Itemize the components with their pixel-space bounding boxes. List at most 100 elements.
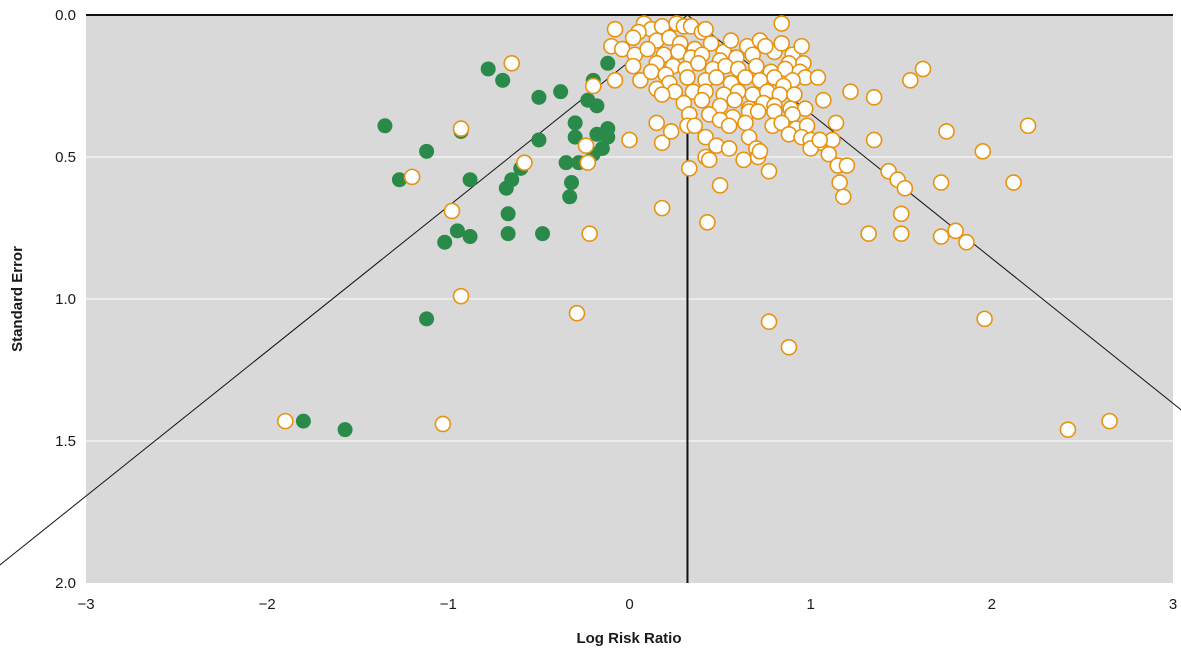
- filled-study-point-32: [449, 223, 465, 239]
- open-study-point-28: [639, 40, 656, 58]
- filled-study-point-1: [419, 143, 435, 159]
- open-study-point-147: [834, 188, 852, 206]
- filled-study-point-31: [462, 229, 478, 245]
- open-study-point-96: [842, 83, 859, 100]
- y-tick-labels: 0.0 0.5 1.0 1.5 2.0: [55, 7, 76, 592]
- open-study-point-139: [579, 154, 597, 171]
- open-study-point-135: [938, 123, 955, 140]
- open-study-point-140: [516, 154, 533, 171]
- open-study-point-157: [892, 205, 910, 223]
- open-study-point-95: [584, 77, 602, 95]
- filled-study-point-26: [500, 206, 516, 222]
- filled-study-point-11: [567, 115, 583, 131]
- open-study-point-55: [632, 72, 649, 89]
- y-tick-label-1: 0.5: [55, 149, 76, 166]
- filled-study-point-34: [419, 311, 435, 327]
- open-study-point-141: [452, 120, 470, 137]
- x-tick-label-1: −2: [259, 596, 276, 613]
- y-tick-label-2: 1.0: [55, 291, 76, 308]
- filled-study-point-33: [437, 234, 453, 250]
- filled-study-point-5: [531, 89, 547, 105]
- open-study-point-102: [686, 117, 704, 135]
- open-study-point-158: [892, 225, 910, 242]
- open-study-point-77: [653, 86, 671, 103]
- filled-study-point-16: [600, 129, 616, 145]
- x-tick-label-0: −3: [77, 596, 94, 613]
- open-study-point-43: [690, 54, 707, 72]
- y-tick-label-0: 0.0: [55, 7, 76, 24]
- open-study-point-171: [1101, 412, 1118, 430]
- open-study-point-163: [452, 287, 470, 305]
- open-study-point-131: [811, 131, 829, 149]
- filled-study-point-17: [531, 132, 547, 148]
- open-study-point-166: [780, 338, 798, 356]
- filled-study-point-2: [391, 172, 407, 188]
- open-study-point-54: [606, 72, 624, 89]
- open-study-point-97: [865, 89, 883, 106]
- open-study-point-11: [624, 29, 642, 47]
- open-study-point-172: [503, 54, 521, 72]
- open-study-point-114: [697, 128, 714, 146]
- open-study-point-159: [932, 228, 950, 245]
- filled-study-point-4: [495, 72, 511, 88]
- open-study-point-155: [699, 214, 716, 231]
- data-points: [276, 15, 1118, 438]
- open-study-point-59: [679, 69, 696, 86]
- open-study-point-138: [577, 137, 595, 154]
- open-study-point-104: [720, 117, 738, 135]
- open-study-point-100: [648, 114, 665, 132]
- open-study-point-99: [902, 72, 919, 89]
- filled-study-point-30: [500, 226, 516, 242]
- open-study-point-111: [621, 131, 638, 149]
- filled-study-point-23: [498, 180, 514, 196]
- x-tick-label-2: −1: [440, 596, 457, 613]
- open-study-point-113: [662, 123, 680, 140]
- open-study-point-146: [831, 174, 848, 191]
- filled-study-point-3: [480, 61, 496, 77]
- open-study-point-144: [711, 177, 729, 194]
- open-study-point-81: [726, 91, 743, 109]
- open-study-point-123: [865, 131, 883, 149]
- y-axis-title: Standard Error: [9, 246, 26, 352]
- x-tick-label-6: 3: [1169, 596, 1177, 613]
- open-study-point-25: [793, 37, 810, 55]
- open-study-point-142: [403, 168, 421, 186]
- open-study-point-61: [708, 69, 725, 86]
- open-study-point-126: [735, 151, 752, 169]
- open-study-point-10: [606, 20, 624, 38]
- x-tick-labels: −3 −2 −1 0 1 2 3: [77, 596, 1177, 613]
- open-study-point-23: [773, 35, 790, 52]
- open-study-point-168: [276, 412, 294, 430]
- open-study-point-7: [697, 20, 714, 38]
- open-study-point-153: [443, 202, 461, 220]
- open-study-point-79: [693, 91, 711, 109]
- filled-study-point-20: [558, 155, 574, 171]
- open-study-point-36: [757, 37, 774, 55]
- open-study-point-150: [896, 179, 914, 197]
- filled-study-point-24: [564, 175, 580, 191]
- x-tick-label-3: 0: [625, 596, 633, 613]
- open-study-point-134: [838, 157, 856, 174]
- filled-study-point-36: [337, 422, 353, 438]
- open-study-point-137: [974, 143, 992, 160]
- x-axis-title: Log Risk Ratio: [576, 630, 681, 647]
- open-study-point-162: [581, 225, 598, 242]
- open-study-point-110: [827, 114, 845, 132]
- funnel-left-line: [0, 14, 688, 566]
- open-study-point-105: [737, 114, 754, 132]
- open-study-point-116: [720, 140, 738, 157]
- open-study-point-76: [786, 86, 803, 103]
- open-study-point-52: [809, 69, 827, 86]
- open-study-point-56: [642, 63, 660, 81]
- open-study-point-167: [976, 310, 993, 328]
- open-study-point-17: [702, 35, 720, 52]
- open-study-point-98: [914, 60, 932, 78]
- open-study-point-19: [722, 32, 740, 49]
- open-study-point-112: [653, 134, 671, 152]
- filled-study-point-8: [600, 55, 616, 71]
- x-tick-label-4: 1: [806, 596, 814, 613]
- open-study-point-165: [760, 313, 778, 331]
- open-study-point-47: [748, 57, 765, 75]
- open-study-point-145: [760, 162, 778, 180]
